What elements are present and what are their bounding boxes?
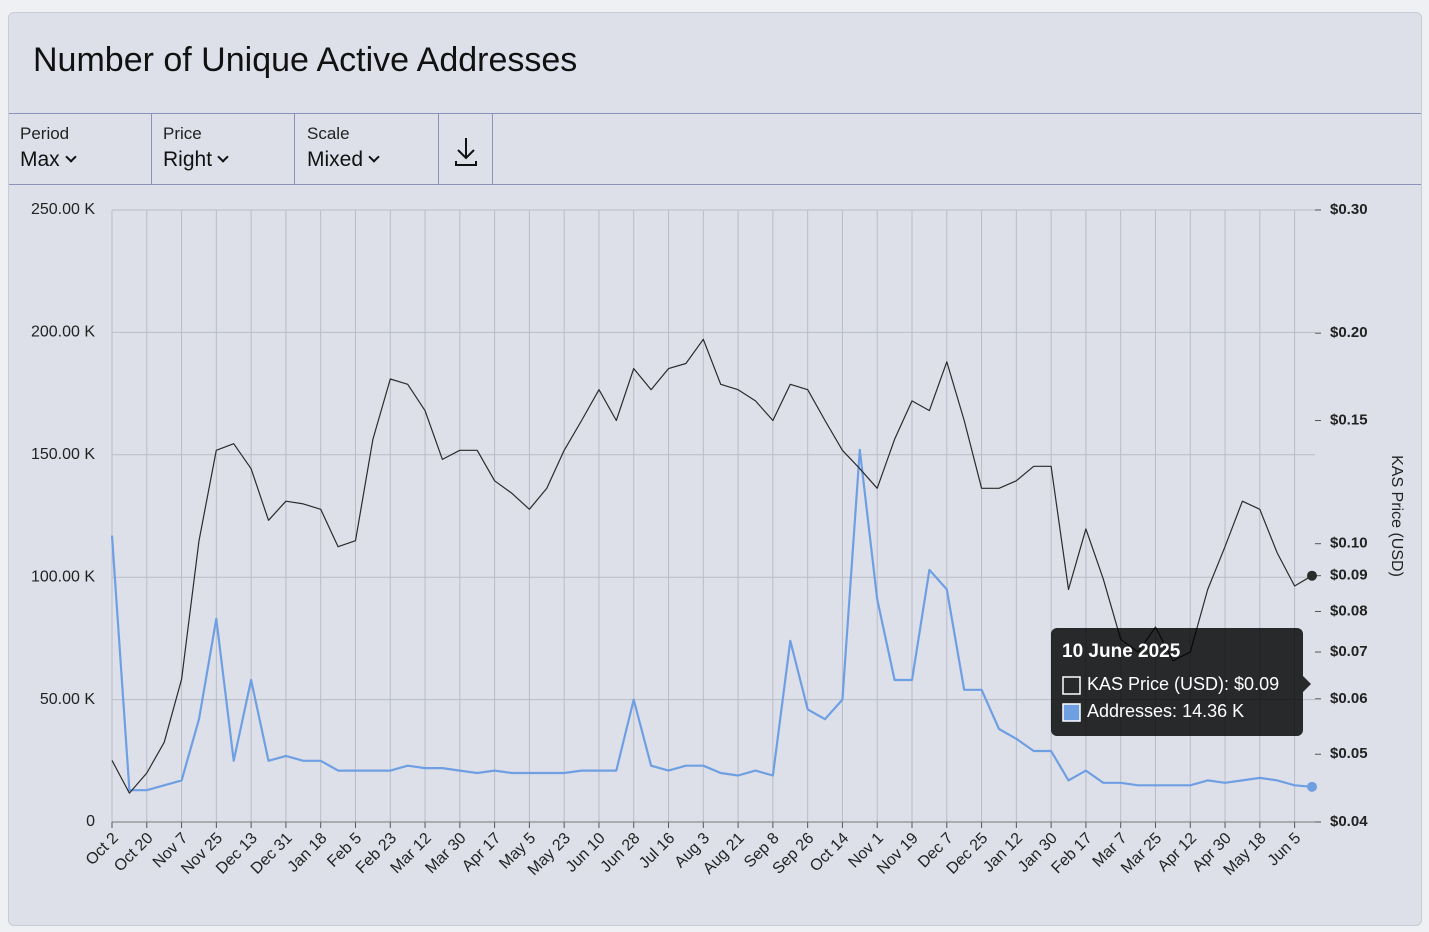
- control-label: Period: [20, 124, 70, 143]
- tooltip-series-name: Addresses: [1087, 701, 1172, 721]
- y2-tick-label: $0.08: [1330, 602, 1368, 619]
- tooltip-caret: [1303, 676, 1311, 692]
- hover-dot: [1307, 570, 1317, 581]
- x-tick-label: Jan 18: [285, 830, 331, 876]
- y-tick-label: 50.00 K: [40, 691, 95, 708]
- x-tick-label: Apr 17: [459, 830, 504, 875]
- tooltip-title: 10 June 2025: [1062, 641, 1181, 662]
- tooltip-value: 14.36 K: [1182, 701, 1244, 721]
- y2-tick-label: $0.04: [1330, 813, 1368, 830]
- y2-axis-title: KAS Price (USD): [1388, 455, 1405, 577]
- x-tick-label: Oct 20: [111, 830, 156, 875]
- control-value: Right: [163, 148, 294, 172]
- period-control[interactable]: Period Max: [9, 114, 152, 184]
- y2-tick-label: $0.07: [1330, 643, 1368, 660]
- tooltip-value: $0.09: [1234, 674, 1279, 694]
- y2-tick-label: $0.09: [1330, 567, 1368, 584]
- tooltip-row: KAS Price (USD): $0.09: [1087, 674, 1279, 694]
- y-tick-label: 200.00 K: [31, 324, 95, 341]
- y-tick-label: 0: [86, 813, 95, 830]
- tooltip-swatch: [1062, 703, 1081, 722]
- tooltip: 10 June 2025 KAS Price (USD): $0.09 Addres…: [1051, 628, 1311, 736]
- scale-control[interactable]: Scale Mixed: [296, 114, 439, 184]
- x-tick-label: Jun 28: [598, 830, 644, 876]
- y2-tick-label: $0.20: [1330, 324, 1368, 341]
- y2-tick-label: $0.05: [1330, 745, 1368, 762]
- tooltip-box: [1051, 628, 1303, 736]
- x-tick-label: Jul 16: [636, 830, 678, 872]
- y2-tick-label: $0.06: [1330, 690, 1368, 707]
- y2-tick-label: $0.15: [1330, 412, 1368, 429]
- y-tick-label: 150.00 K: [31, 446, 95, 463]
- hover-dot: [1307, 781, 1317, 792]
- card: Number of Unique Active Addresses Period…: [8, 12, 1422, 926]
- y2-tick-label: $0.10: [1330, 535, 1368, 552]
- y-tick-label: 250.00 K: [31, 201, 95, 218]
- tooltip-row: Addresses: 14.36 K: [1087, 701, 1244, 721]
- control-value: Mixed: [307, 148, 438, 172]
- download-icon: [455, 138, 477, 166]
- series-line: [110, 448, 1313, 792]
- y-tick-label: 100.00 K: [31, 568, 95, 585]
- download-button[interactable]: [440, 114, 493, 184]
- title: Number of Unique Active Addresses: [33, 41, 578, 79]
- control-value: Max: [20, 148, 151, 172]
- series-line: [111, 338, 1313, 794]
- control-label: Price: [163, 124, 202, 143]
- toolbar: Period Max Price Right Scale Mixed: [9, 113, 1421, 185]
- x-tick-label: Jun 5: [1265, 830, 1305, 870]
- price-control[interactable]: Price Right: [152, 114, 295, 184]
- tooltip-series-name: KAS Price (USD): [1087, 674, 1224, 694]
- y2-tick-label: $0.30: [1330, 201, 1368, 218]
- tooltip-sep: :: [1172, 701, 1182, 721]
- tooltip-swatch: [1062, 676, 1081, 695]
- tooltip-sep: :: [1224, 674, 1234, 694]
- control-label: Scale: [307, 124, 350, 143]
- x-tick-label: Oct 14: [807, 830, 852, 875]
